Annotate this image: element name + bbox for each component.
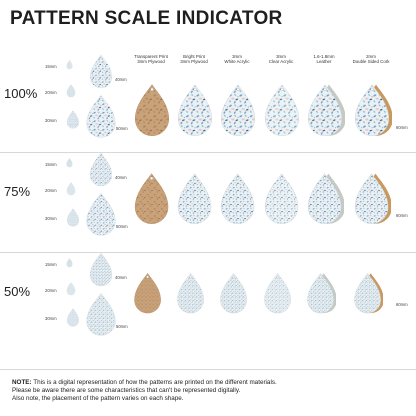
small-drop-30mm — [67, 308, 79, 327]
size-label-60mm: 60mm — [396, 212, 408, 218]
note-text: NOTE: This is a digital representation o… — [12, 379, 407, 403]
note-line-1: This is a digital representation of how … — [33, 379, 277, 386]
section-divider — [0, 152, 416, 153]
small-drop-20mm — [66, 84, 76, 98]
sample-cork — [354, 272, 384, 314]
sample-white-acrylic — [220, 173, 255, 224]
size-label-60mm: 60mm — [396, 301, 408, 307]
size-label-50mm: 50mm — [116, 324, 128, 329]
column-header-line2: White Acrylic — [224, 59, 250, 64]
drop-50mm — [86, 292, 116, 336]
small-drop-30mm — [67, 208, 79, 227]
note-line-3: Also note, the placement of the pattern … — [12, 395, 184, 402]
sample-leather — [307, 173, 345, 224]
sample-transparent-plywood — [134, 84, 170, 137]
section-divider — [0, 369, 416, 370]
column-header-line2: Clear Acrylic — [268, 59, 294, 64]
drop-50mm — [86, 192, 116, 236]
sample-leather — [307, 272, 337, 314]
size-label-20mm: 20mm — [45, 90, 57, 95]
section-divider — [0, 252, 416, 253]
size-label-15mm: 15mm — [45, 64, 57, 69]
scale-label-50: 50% — [4, 284, 31, 299]
size-label-50mm: 50mm — [116, 126, 128, 131]
size-label-60mm: 60mm — [396, 125, 408, 130]
column-header-line2: 3mm Plywood — [137, 59, 165, 64]
sample-bright-plywood — [177, 173, 212, 224]
column-header-line2: Double Sided Cork — [352, 59, 390, 64]
size-label-15mm: 15mm — [45, 262, 57, 267]
column-header-2: Bright Print 3mm Plywood — [171, 54, 217, 64]
size-label-20mm: 20mm — [45, 288, 57, 293]
column-header-line1: 2mm — [366, 54, 376, 59]
column-header-6: 2mm Double Sided Cork — [348, 54, 394, 64]
drop-40mm — [89, 152, 113, 187]
size-label-40mm: 40mm — [115, 175, 127, 180]
small-drop-15mm — [66, 60, 73, 70]
small-drop-15mm — [66, 258, 73, 268]
size-label-50mm: 50mm — [116, 224, 128, 229]
drop-40mm — [89, 54, 113, 89]
column-header-line1: 3mm — [276, 54, 286, 59]
column-header-line1: 1.6-1.8mm — [313, 54, 335, 59]
sample-transparent-plywood — [134, 272, 161, 314]
size-label-40mm: 40mm — [115, 275, 127, 280]
size-label-15mm: 15mm — [45, 162, 57, 167]
note-line-2: Please be aware there are some character… — [12, 387, 241, 394]
column-header-line1: Bright Print — [183, 54, 205, 59]
note-label: NOTE: — [12, 379, 32, 386]
sample-bright-plywood — [177, 272, 204, 314]
sample-white-acrylic — [220, 272, 247, 314]
scale-label-75: 75% — [4, 184, 31, 199]
sample-leather — [307, 84, 345, 137]
size-label-30mm: 30mm — [45, 118, 57, 123]
sample-clear-acrylic — [264, 173, 299, 224]
sample-clear-acrylic — [264, 84, 300, 137]
column-header-line1: 3mm — [232, 54, 242, 59]
column-header-1: Transparent Print 3mm Plywood — [128, 54, 174, 64]
sample-cork — [354, 84, 392, 137]
small-drop-20mm — [66, 182, 76, 196]
column-header-5: 1.6-1.8mm Leather — [301, 54, 347, 64]
column-header-line2: Leather — [316, 59, 332, 64]
size-label-40mm: 40mm — [115, 77, 127, 82]
scale-label-100: 100% — [4, 86, 38, 101]
column-header-line2: 3mm Plywood — [180, 59, 208, 64]
drop-50mm — [86, 94, 116, 138]
sample-transparent-plywood — [134, 173, 169, 224]
size-label-20mm: 20mm — [45, 188, 57, 193]
sample-cork — [354, 173, 392, 224]
small-drop-20mm — [66, 282, 76, 296]
sample-bright-plywood — [177, 84, 213, 137]
column-header-line1: Transparent Print — [134, 54, 168, 59]
drop-40mm — [89, 252, 113, 287]
column-header-3: 3mm White Acrylic — [214, 54, 260, 64]
size-label-30mm: 30mm — [45, 216, 57, 221]
small-drop-30mm — [67, 110, 79, 129]
small-drop-15mm — [66, 158, 73, 168]
size-label-30mm: 30mm — [45, 316, 57, 321]
page-title: PATTERN SCALE INDICATOR — [10, 8, 283, 29]
column-header-4: 3mm Clear Acrylic — [258, 54, 304, 64]
sample-white-acrylic — [220, 84, 256, 137]
sample-clear-acrylic — [264, 272, 291, 314]
